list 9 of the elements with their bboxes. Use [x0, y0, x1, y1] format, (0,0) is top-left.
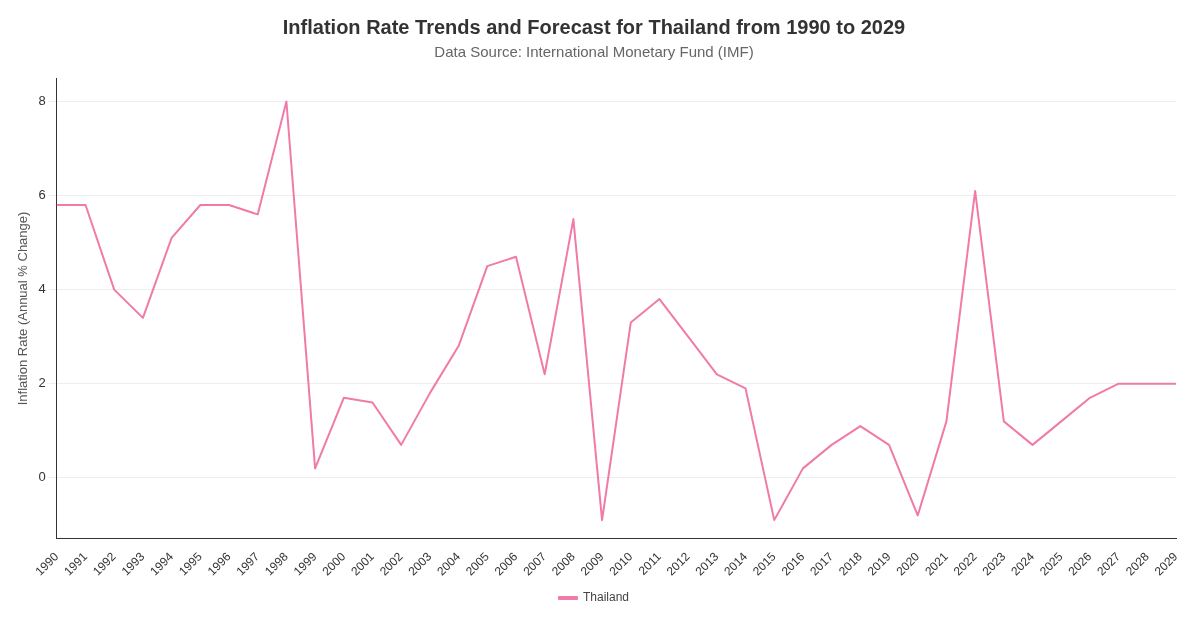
chart-subtitle: Data Source: International Monetary Fund (IMF)	[434, 43, 754, 61]
y-axis-title: Inflation Rate (Annual % Change)	[15, 211, 31, 406]
y-tick-label: 4	[38, 281, 46, 297]
y-tick-label: 0	[38, 469, 46, 485]
y-tick-label: 8	[38, 93, 46, 109]
y-tick-label: 6	[38, 187, 46, 203]
chart-title: Inflation Rate Trends and Forecast for Thailand from 1990 to 2029	[282, 15, 906, 38]
y-tick-label: 2	[38, 375, 46, 391]
legend-label: Thailand	[582, 590, 630, 605]
